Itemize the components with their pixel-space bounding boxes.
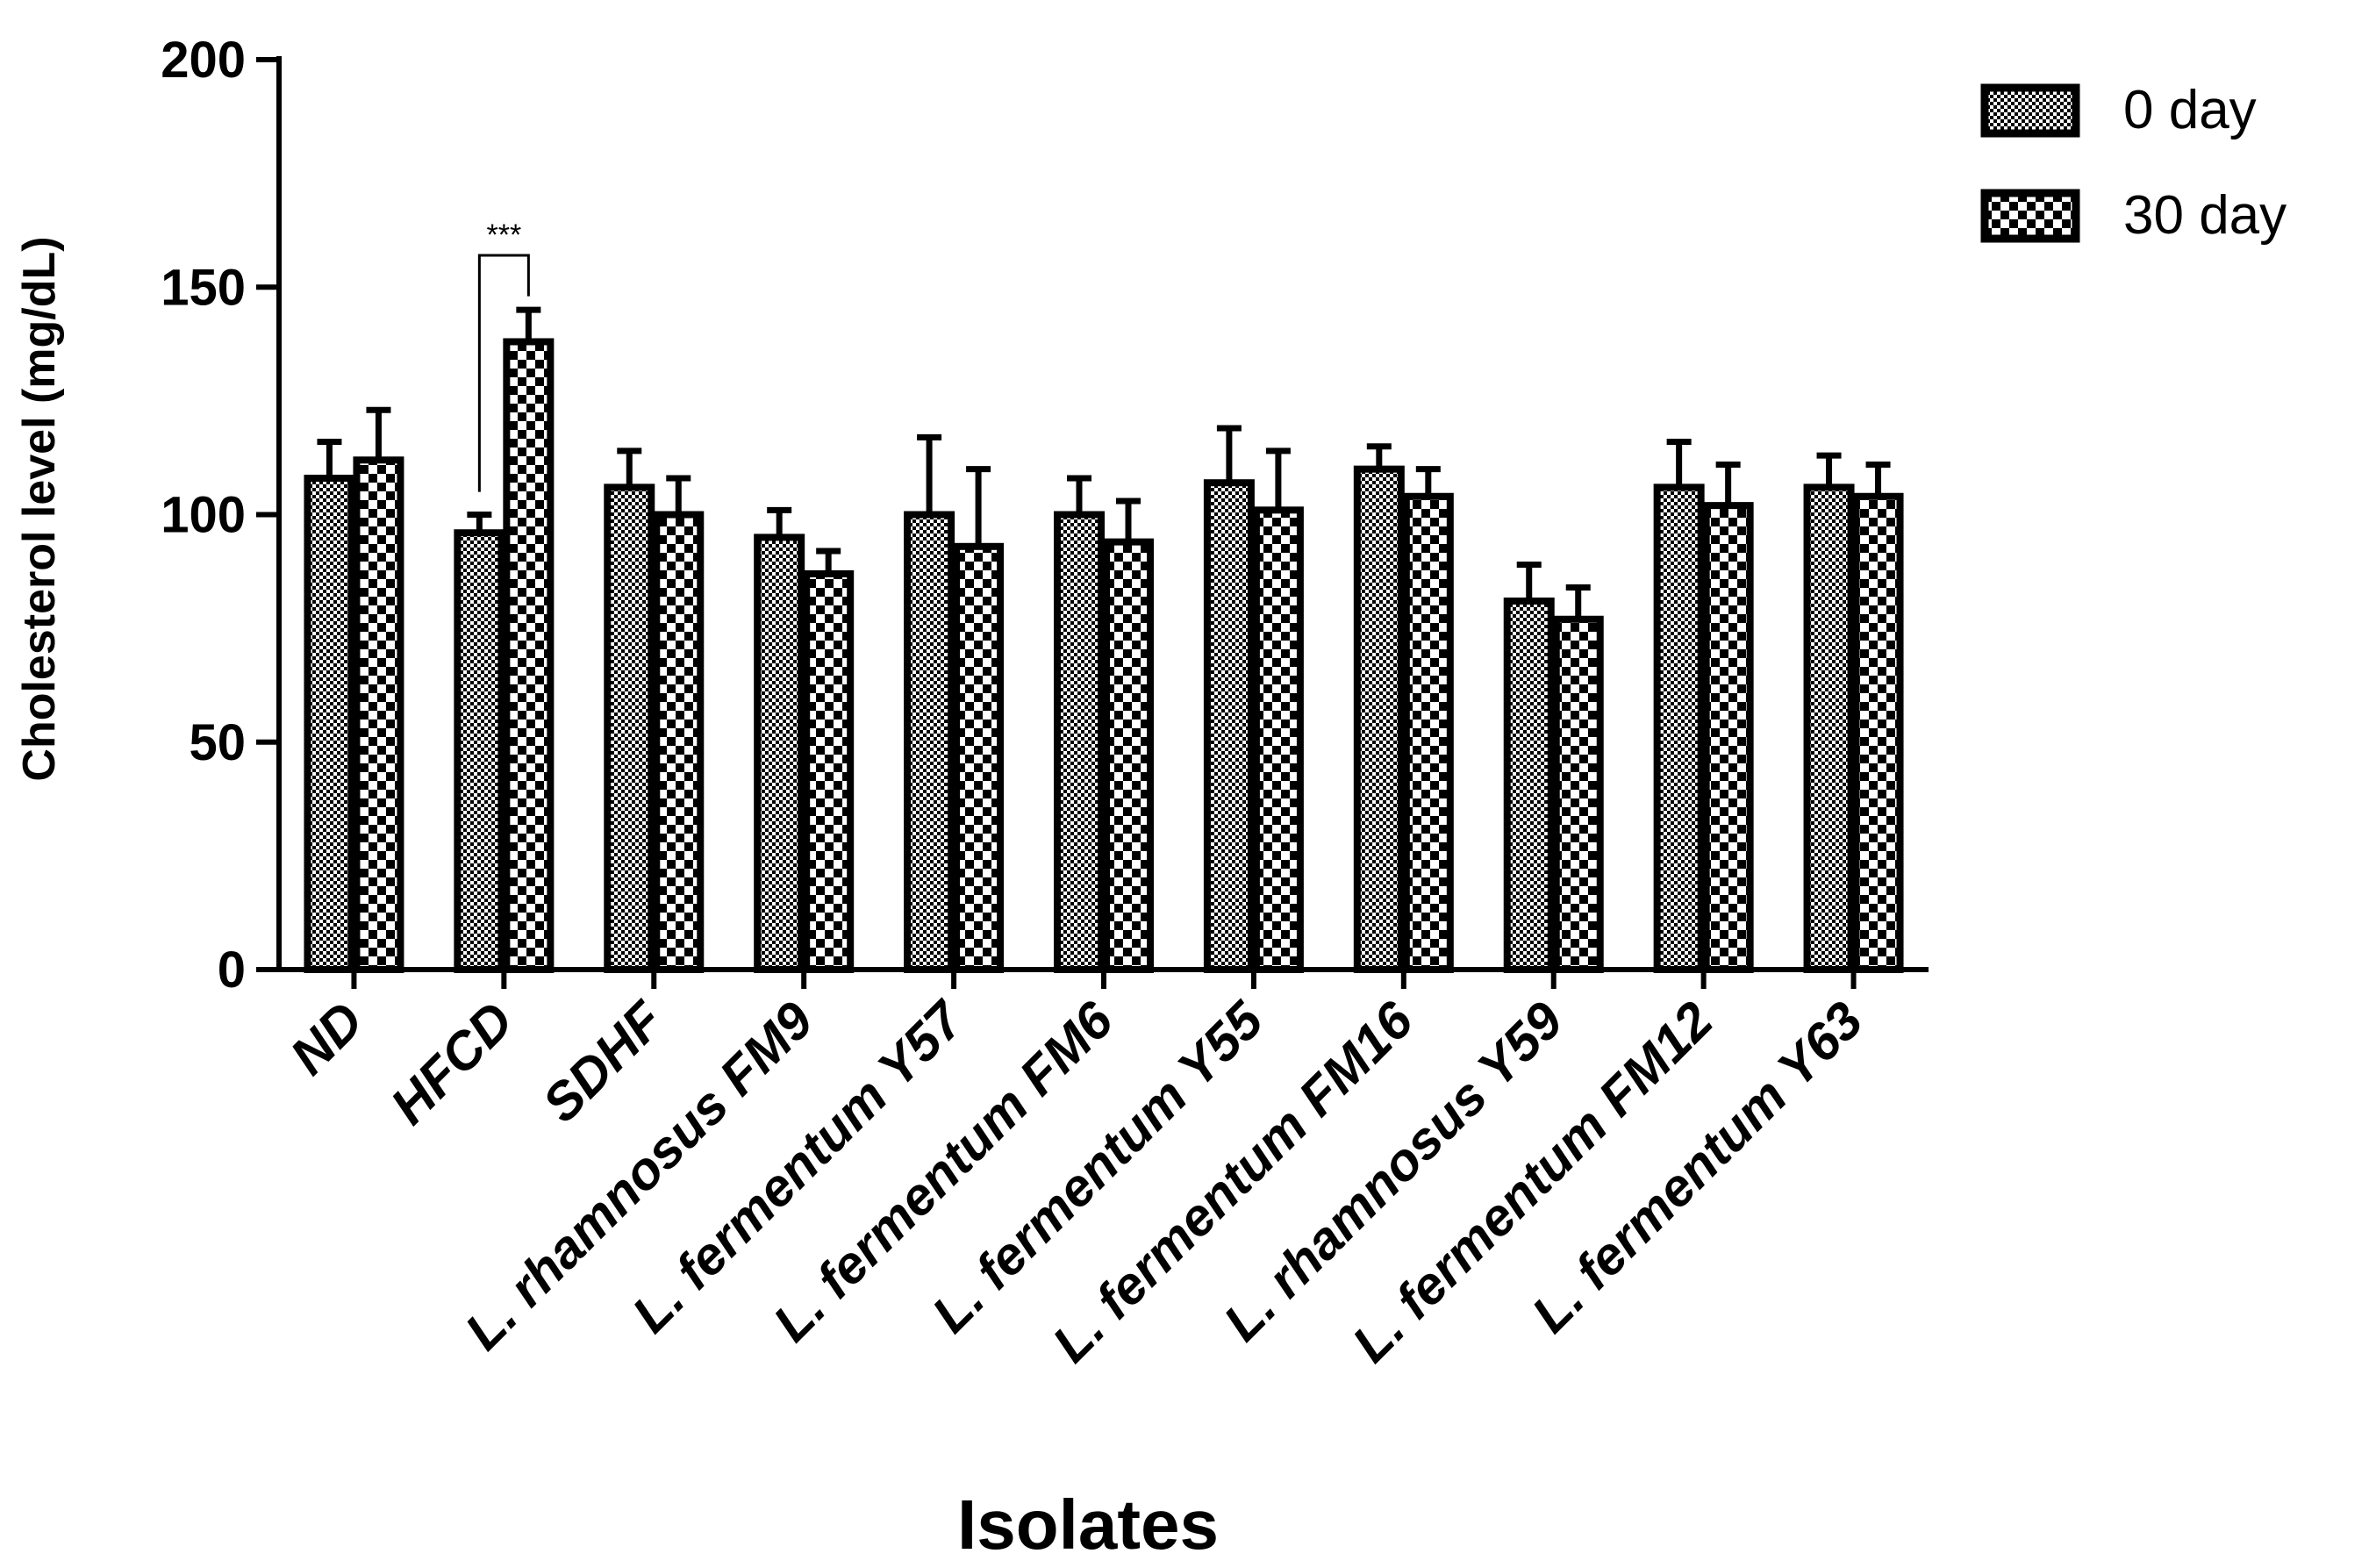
legend-label-0day: 0 day [2123, 80, 2257, 140]
significance-stars: *** [487, 218, 522, 252]
y-tick-label: 150 [161, 259, 246, 316]
x-tick-label: ND [279, 991, 375, 1086]
legend-label-30day: 30 day [2123, 185, 2287, 246]
bar-30day [803, 569, 855, 974]
bar-30day [1103, 538, 1154, 973]
significance-bracket [477, 254, 530, 492]
bar-30day [353, 456, 404, 973]
significance-annotations: *** [477, 218, 530, 492]
x-tick-label: HFCD [379, 991, 524, 1135]
bar-0day [304, 475, 355, 973]
bar-0day [1503, 598, 1555, 973]
bar-30day [953, 542, 1005, 973]
bar-30day [1702, 502, 1754, 973]
bar-0day [454, 529, 505, 973]
x-tick-label: SDHF [532, 990, 676, 1134]
y-tick-label: 100 [161, 487, 246, 544]
bar-0day [904, 511, 955, 973]
bar-0day [1353, 465, 1405, 973]
bar-0day [604, 483, 655, 973]
bar-0day [1054, 511, 1105, 973]
y-axis-title: Cholesterol level (mg/dL) [14, 236, 65, 781]
bar-0day [1203, 479, 1255, 973]
bar-30day [1552, 615, 1604, 973]
bar-0day [754, 533, 805, 973]
bar-30day [653, 511, 705, 973]
bar-30day [1402, 492, 1454, 973]
bars-group [304, 306, 1904, 974]
y-tick-label: 0 [218, 942, 246, 999]
y-tick-label: 50 [189, 714, 246, 771]
y-tick-label: 200 [161, 32, 246, 89]
bar-0day [1803, 483, 1855, 973]
bar-30day [1852, 492, 1904, 973]
bar-30day [1252, 506, 1304, 973]
legend: 0 day 30 day [1980, 80, 2287, 246]
bar-30day [503, 338, 555, 974]
legend-swatch-30day [1980, 189, 2080, 243]
legend-swatch-0day [1980, 83, 2080, 138]
y-axis: 0 50 100 150 200 [161, 32, 282, 999]
bar-0day [1653, 483, 1705, 973]
x-axis-title: Isolates [957, 1486, 1219, 1564]
